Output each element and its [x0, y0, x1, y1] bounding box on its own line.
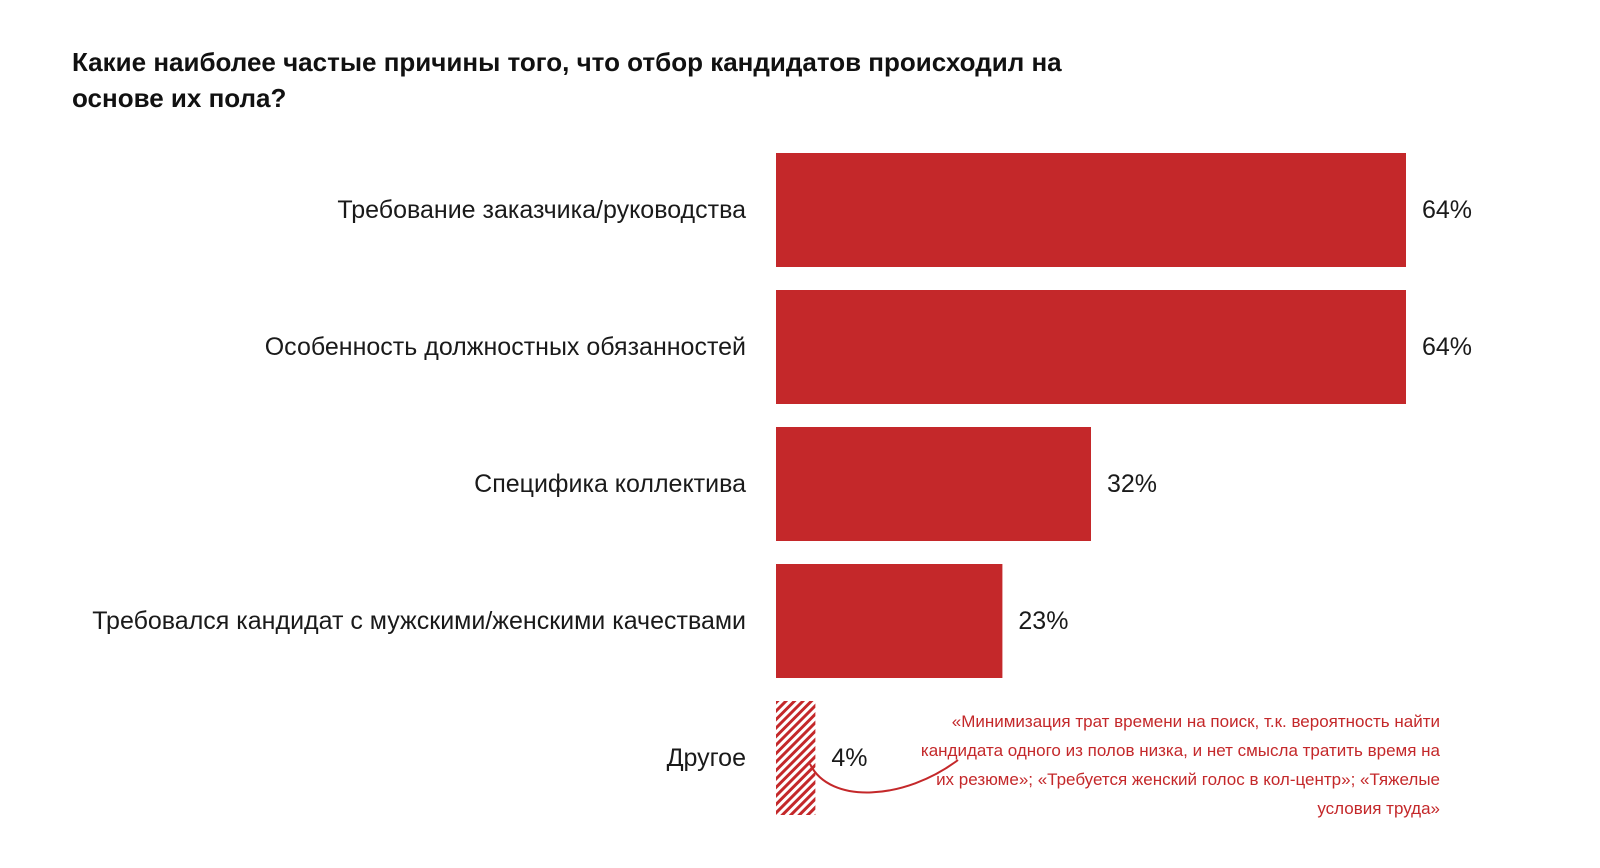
value-label-3: 32%: [1107, 470, 1157, 498]
value-label-1: 64%: [1422, 196, 1472, 224]
bar-1: [776, 153, 1406, 267]
category-label-4: Требовался кандидат с мужскими/женскими …: [92, 607, 746, 635]
annotation-note: «Минимизация трат времени на поиск, т.к.…: [920, 712, 1440, 818]
annotation-connector: [809, 759, 959, 794]
bar-4: [776, 564, 1003, 678]
value-label-5: 4%: [831, 744, 867, 772]
category-label-2: Особенность должностных обязанностей: [265, 333, 746, 361]
chart-title: Какие наиболее частые причины того, что …: [72, 47, 1062, 113]
value-label-4: 23%: [1018, 607, 1068, 635]
category-label-5: Другое: [667, 744, 746, 772]
value-label-2: 64%: [1422, 333, 1472, 361]
bar-5: [776, 701, 816, 815]
bar-3: [776, 427, 1091, 541]
bar-2: [776, 290, 1406, 404]
category-label-3: Специфика коллектива: [474, 470, 746, 498]
category-label-1: Требование заказчика/руководства: [337, 196, 746, 224]
